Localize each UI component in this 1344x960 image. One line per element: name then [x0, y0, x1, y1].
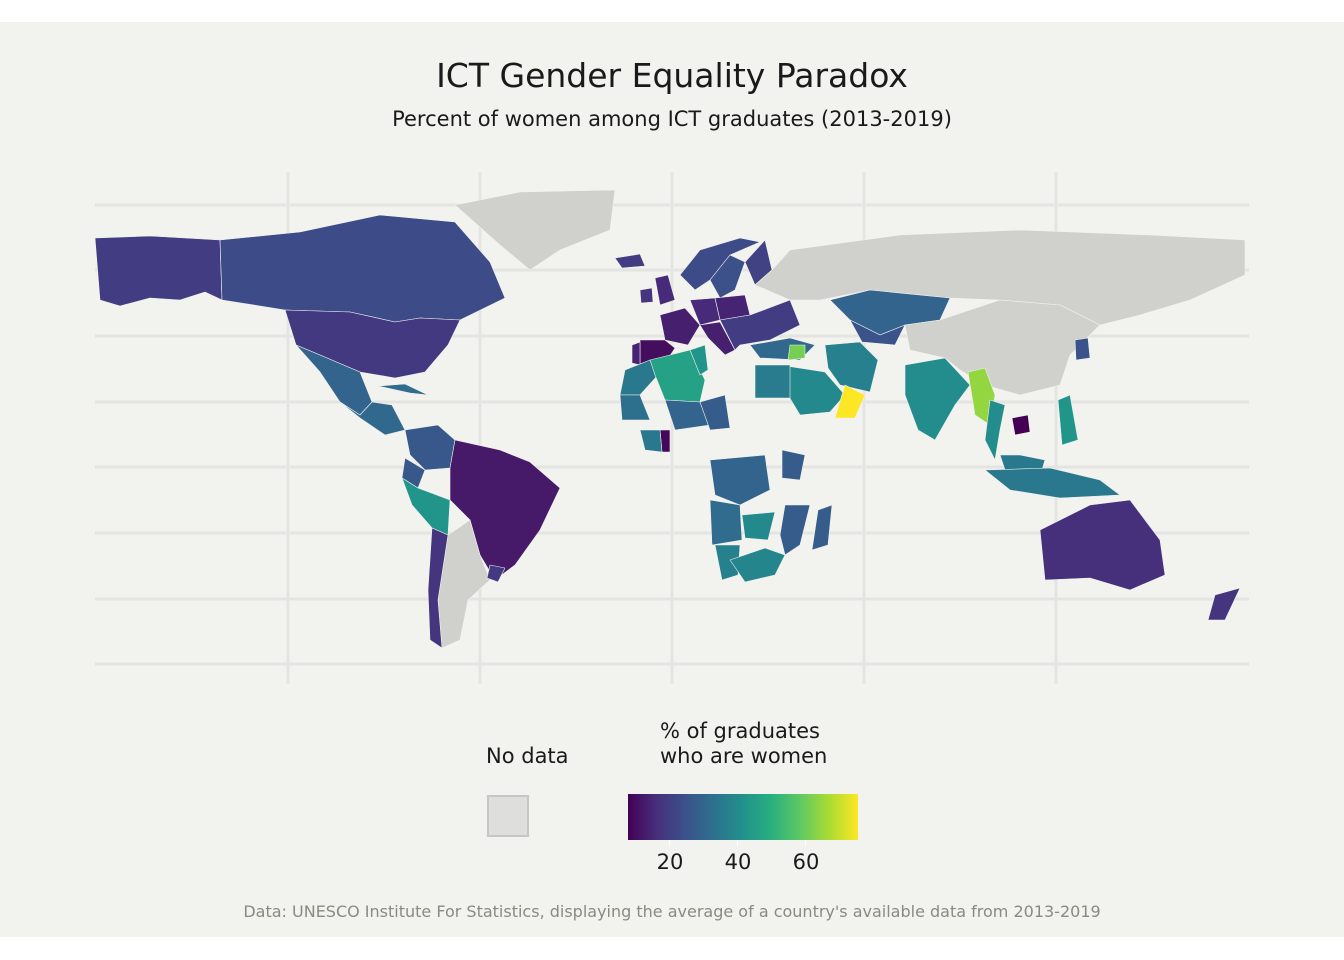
region-india[interactable]: [904, 357, 971, 441]
region-ireland[interactable]: [639, 287, 654, 304]
region-sweden[interactable]: [709, 254, 746, 299]
region-uruguay[interactable]: [486, 564, 506, 583]
region-usa[interactable]: [284, 309, 461, 379]
region-south-korea[interactable]: [1074, 337, 1091, 361]
region-cambodia[interactable]: [1011, 414, 1031, 436]
legend-tick-40: [737, 840, 738, 846]
region-china[interactable]: [904, 299, 1101, 396]
chart-subtitle: Percent of women among ICT graduates (20…: [392, 107, 952, 131]
region-indonesia[interactable]: [984, 467, 1121, 499]
region-chile[interactable]: [427, 527, 449, 649]
legend-label-20: 20: [656, 850, 684, 874]
region-namibia[interactable]: [714, 544, 741, 581]
region-morocco[interactable]: [619, 359, 659, 396]
chart-title: ICT Gender Equality Paradox: [436, 56, 908, 95]
region-syria[interactable]: [787, 344, 806, 361]
region-thailand[interactable]: [984, 399, 1006, 461]
region-egypt[interactable]: [754, 364, 791, 399]
region-iceland[interactable]: [614, 253, 646, 269]
legend-no-data-label: No data: [486, 744, 569, 768]
region-russia[interactable]: [754, 229, 1246, 326]
data-source-caption: Data: UNESCO Institute For Statistics, d…: [243, 902, 1101, 921]
legend-scale-title: % of graduates who are women: [660, 719, 827, 769]
legend-scale-title-line1: % of graduates: [660, 719, 820, 743]
region-eastern-europe[interactable]: [719, 299, 801, 351]
region-cuba[interactable]: [377, 383, 429, 396]
region-chad[interactable]: [699, 394, 731, 431]
region-italy[interactable]: [699, 321, 736, 356]
legend-tick-60: [805, 840, 806, 846]
region-uzbekistan[interactable]: [849, 319, 906, 346]
region-norway[interactable]: [679, 237, 761, 291]
region-oman[interactable]: [834, 384, 866, 419]
region-philippines[interactable]: [1057, 394, 1079, 446]
region-zambia[interactable]: [741, 511, 776, 541]
region-france[interactable]: [659, 307, 701, 346]
region-iran[interactable]: [824, 341, 879, 393]
region-south-africa[interactable]: [729, 547, 786, 583]
region-new-zealand[interactable]: [1207, 587, 1241, 621]
legend-color-bar: [628, 794, 858, 840]
region-angola[interactable]: [709, 499, 743, 546]
region-malaysia[interactable]: [999, 454, 1046, 471]
region-central-america[interactable]: [339, 401, 406, 436]
map-countries: [94, 189, 1246, 649]
region-dr-congo[interactable]: [709, 454, 771, 506]
region-canada[interactable]: [219, 214, 506, 323]
legend-no-data-swatch: [487, 795, 529, 837]
region-alaska[interactable]: [94, 235, 223, 307]
legend-label-40: 40: [724, 850, 752, 874]
region-brazil[interactable]: [449, 439, 561, 581]
region-peru[interactable]: [401, 477, 451, 536]
legend-tick-20: [669, 840, 670, 846]
region-kenya[interactable]: [781, 449, 806, 481]
region-greenland[interactable]: [454, 189, 616, 271]
region-mozambique[interactable]: [779, 504, 811, 556]
region-portugal[interactable]: [631, 341, 641, 366]
region-cote-divoire[interactable]: [639, 429, 663, 453]
region-tunisia[interactable]: [689, 344, 709, 376]
legend-label-60: 60: [792, 850, 820, 874]
region-madagascar[interactable]: [811, 504, 833, 551]
region-mauritania[interactable]: [619, 394, 651, 421]
region-uk[interactable]: [654, 274, 676, 306]
region-australia[interactable]: [1039, 499, 1166, 591]
legend-scale-title-line2: who are women: [660, 744, 828, 768]
